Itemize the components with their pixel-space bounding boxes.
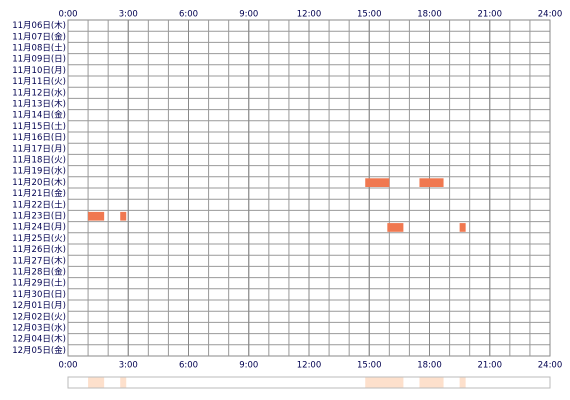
row-label: 11月14日(金) bbox=[12, 110, 66, 121]
x-tick-label-bottom: 0:00 bbox=[58, 361, 77, 371]
row-label: 11月07日(金) bbox=[12, 31, 66, 42]
row-label: 11月20日(木) bbox=[12, 177, 66, 188]
x-tick-label: 9:00 bbox=[239, 10, 258, 20]
activity-bar bbox=[88, 211, 105, 221]
row-label: 11月21日(金) bbox=[12, 188, 66, 199]
row-label: 11月12日(水) bbox=[12, 87, 66, 98]
summary-bar bbox=[419, 377, 444, 388]
row-label: 12月05日(金) bbox=[12, 345, 66, 356]
row-label: 11月17日(月) bbox=[12, 144, 66, 154]
row-label: 11月29日(土) bbox=[12, 278, 66, 289]
summary-bar bbox=[365, 377, 390, 388]
x-tick-label-bottom: 9:00 bbox=[239, 361, 258, 371]
activity-bar bbox=[120, 211, 127, 221]
row-label: 11月30日(日) bbox=[12, 290, 66, 300]
row-label: 11月27日(木) bbox=[12, 255, 66, 266]
row-label: 11月06日(木) bbox=[12, 20, 66, 31]
summary-bar bbox=[88, 377, 105, 388]
row-label: 11月13日(木) bbox=[12, 99, 66, 110]
row-label: 11月24日(月) bbox=[12, 223, 66, 233]
row-label: 11月28日(金) bbox=[12, 267, 66, 278]
x-tick-label: 0:00 bbox=[58, 10, 77, 20]
x-tick-label: 24:00 bbox=[538, 10, 563, 20]
row-label: 11月09日(日) bbox=[12, 55, 66, 65]
x-tick-label-bottom: 6:00 bbox=[179, 361, 198, 371]
x-tick-label: 21:00 bbox=[478, 10, 503, 20]
x-tick-label-bottom: 18:00 bbox=[417, 361, 442, 371]
row-label: 11月18日(火) bbox=[12, 156, 66, 166]
x-tick-label-bottom: 21:00 bbox=[478, 361, 503, 371]
row-label: 11月26日(水) bbox=[12, 244, 66, 255]
row-label: 11月16日(日) bbox=[12, 133, 66, 143]
row-label: 12月03日(水) bbox=[12, 323, 66, 334]
row-label: 11月15日(土) bbox=[12, 121, 66, 132]
row-label: 12月04日(木) bbox=[12, 334, 66, 345]
row-label: 11月23日(日) bbox=[12, 212, 66, 222]
summary-bar bbox=[387, 377, 404, 388]
x-tick-label: 15:00 bbox=[357, 10, 382, 20]
row-label: 11月11日(火) bbox=[12, 77, 66, 87]
x-tick-label: 12:00 bbox=[297, 10, 322, 20]
summary-bar bbox=[120, 377, 127, 388]
activity-bar bbox=[387, 223, 404, 232]
x-tick-label-bottom: 24:00 bbox=[538, 361, 563, 371]
x-tick-label: 18:00 bbox=[417, 10, 442, 20]
row-label: 12月01日(月) bbox=[12, 301, 66, 311]
row-label: 11月08日(土) bbox=[12, 43, 66, 54]
x-tick-label-bottom: 3:00 bbox=[119, 361, 138, 371]
row-label: 12月02日(火) bbox=[12, 312, 66, 322]
activity-bar bbox=[365, 178, 390, 187]
row-label: 11月25日(火) bbox=[12, 234, 66, 244]
row-label: 11月10日(月) bbox=[12, 66, 66, 76]
x-tick-label: 3:00 bbox=[119, 10, 138, 20]
row-label: 11月19日(水) bbox=[12, 166, 66, 177]
x-tick-label-bottom: 15:00 bbox=[357, 361, 382, 371]
summary-strip bbox=[67, 376, 551, 389]
row-label: 11月22日(土) bbox=[12, 199, 66, 210]
summary-bar bbox=[459, 377, 466, 388]
activity-bar bbox=[419, 178, 444, 187]
x-tick-label: 6:00 bbox=[179, 10, 198, 20]
activity-bar bbox=[459, 223, 466, 232]
x-tick-label-bottom: 12:00 bbox=[297, 361, 322, 371]
